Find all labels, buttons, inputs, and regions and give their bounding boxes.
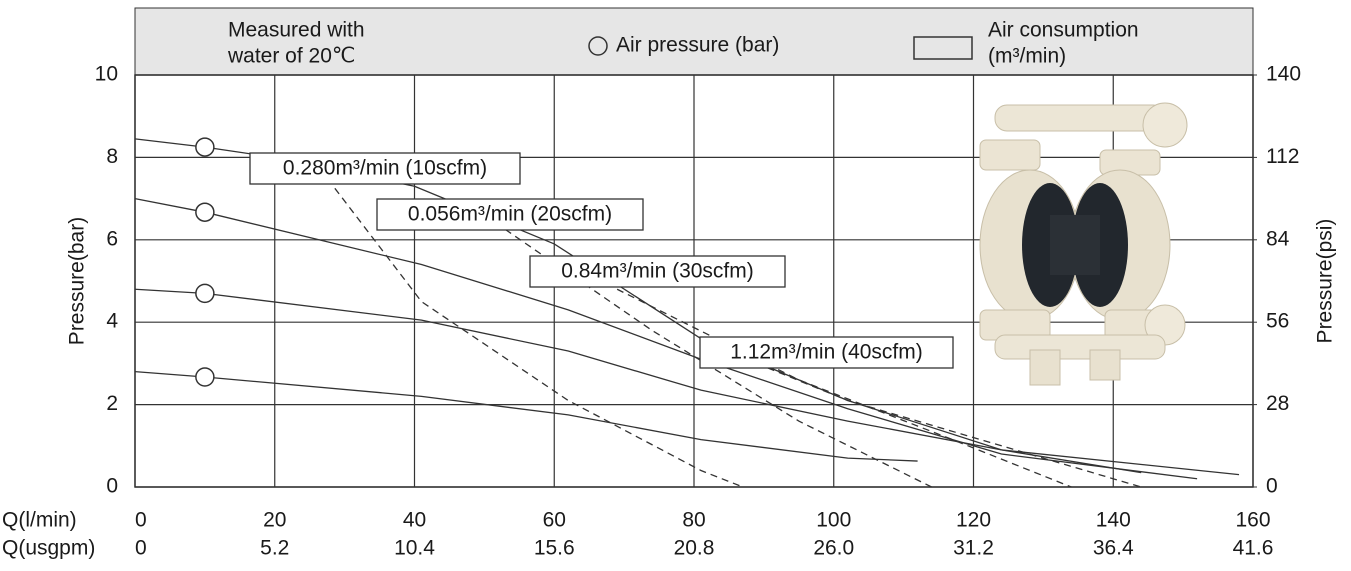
y-tick-label: 0 — [106, 475, 118, 498]
series-marker — [195, 202, 215, 222]
y2-tick-label: 112 — [1266, 145, 1299, 168]
annotation-box — [529, 255, 786, 288]
annotation: 0.84m³/min (30scfm) — [561, 260, 754, 283]
x-tick-label: 20 — [263, 509, 286, 532]
annotation-box — [376, 198, 644, 231]
series-line — [134, 197, 1198, 480]
x2-tick-label: 26.0 — [813, 537, 854, 560]
x2-tick-label: 31.2 — [953, 537, 994, 560]
series-marker — [195, 367, 215, 387]
y-tick-label: 10 — [95, 63, 118, 86]
x-tick-label: 80 — [682, 509, 705, 532]
series-line — [616, 288, 1072, 488]
series-line — [334, 187, 744, 488]
x-tick-label: 160 — [1235, 509, 1270, 532]
y2-tick-label: 0 — [1266, 475, 1278, 498]
legend-circle — [588, 36, 608, 56]
x2-tick-label: 41.6 — [1233, 537, 1274, 560]
series-marker — [195, 137, 215, 157]
y-tick-label: 4 — [106, 310, 118, 333]
y-tick-label: 2 — [106, 392, 118, 415]
x-axis-label: Q(l/min) — [2, 509, 77, 532]
annotation: 1.12m³/min (40scfm) — [730, 341, 923, 364]
series-line — [134, 138, 1240, 476]
x2-tick-label: 36.4 — [1093, 537, 1134, 560]
y-tick-label: 6 — [106, 227, 118, 250]
x-tick-label: 0 — [135, 509, 147, 532]
x2-tick-label: 0 — [135, 537, 147, 560]
legend-text: (m³/min) — [988, 45, 1066, 68]
x-tick-label: 60 — [543, 509, 566, 532]
y2-tick-label: 28 — [1266, 392, 1289, 415]
x-tick-label: 40 — [403, 509, 426, 532]
x-tick-label: 120 — [956, 509, 991, 532]
x-tick-label: 100 — [816, 509, 851, 532]
x-tick-label: 140 — [1096, 509, 1131, 532]
series-line — [134, 370, 918, 462]
x2-tick-label: 15.6 — [534, 537, 575, 560]
y2-axis-label: Pressure(psi) — [1314, 219, 1337, 344]
header-note: Measured with — [228, 19, 365, 42]
annotation-box — [249, 152, 521, 185]
x2-tick-label: 20.8 — [674, 537, 715, 560]
y-tick-label: 8 — [106, 145, 118, 168]
plot-frame — [134, 74, 1254, 488]
legend-text: Air consumption — [988, 19, 1139, 42]
y2-tick-label: 84 — [1266, 227, 1290, 250]
x2-tick-label: 10.4 — [394, 537, 435, 560]
series-line — [134, 288, 1142, 474]
header-band — [134, 7, 1254, 76]
x2-axis-label: Q(usgpm) — [2, 537, 95, 560]
annotation-box — [699, 336, 954, 369]
legend-text: Air pressure (bar) — [616, 34, 779, 57]
y-axis-label: Pressure(bar) — [66, 217, 89, 345]
pump-image — [979, 102, 1188, 386]
header-note: water of 20℃ — [227, 45, 355, 68]
y2-tick-label: 56 — [1266, 310, 1289, 333]
x2-tick-label: 5.2 — [260, 537, 289, 560]
y2-tick-label: 140 — [1266, 63, 1301, 86]
annotation: 0.056m³/min (20scfm) — [408, 203, 612, 226]
series-marker — [195, 283, 215, 304]
legend-rect — [913, 36, 973, 60]
annotation: 0.280m³/min (10scfm) — [283, 157, 487, 180]
